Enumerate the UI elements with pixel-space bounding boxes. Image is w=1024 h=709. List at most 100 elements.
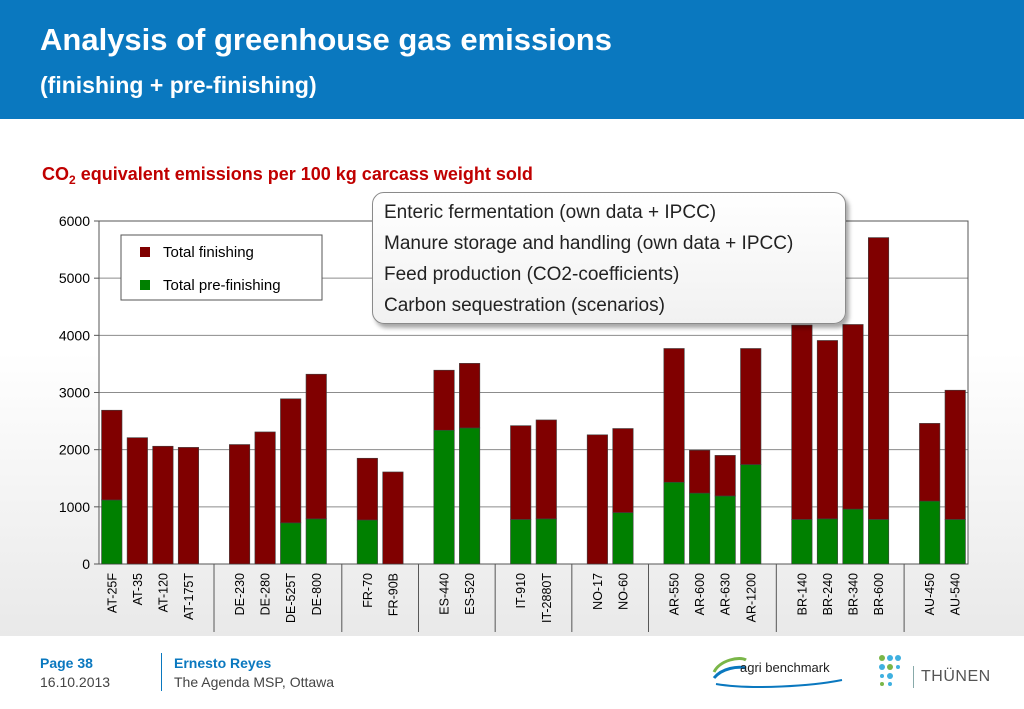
- title-banner: Analysis of greenhouse gas emissions (fi…: [0, 0, 1024, 119]
- callout-line: Carbon sequestration (scenarios): [384, 295, 665, 316]
- presenter-name: Ernesto Reyes: [174, 655, 272, 671]
- x-tick-label: FR-70: [361, 573, 375, 608]
- x-tick-label: NO-17: [591, 573, 605, 610]
- x-tick-label: BR-140: [795, 573, 809, 615]
- callout-line: Enteric fermentation (own data + IPCC): [384, 202, 717, 223]
- bar-finishing: [842, 324, 864, 510]
- y-tick-label: 6000: [59, 213, 90, 229]
- bar-finishing: [254, 431, 276, 565]
- bar-pre-finishing: [791, 519, 813, 565]
- bar-finishing: [433, 369, 455, 431]
- bar-finishing: [101, 409, 123, 501]
- bar-pre-finishing: [816, 518, 838, 565]
- bar-finishing: [510, 425, 532, 520]
- chart-title-rest: equivalent emissions per 100 kg carcass …: [75, 164, 533, 184]
- x-tick-label: ES-520: [463, 573, 477, 615]
- thuenen-logo-text: THÜNEN: [921, 668, 991, 685]
- chart-title-main: CO: [42, 164, 69, 184]
- x-tick-label: DE-230: [233, 573, 247, 615]
- bar-pre-finishing: [714, 495, 736, 565]
- x-tick-label: IT-2880T: [540, 573, 554, 623]
- bar-finishing: [280, 398, 302, 524]
- x-tick-label: AU-540: [949, 573, 963, 615]
- agri-benchmark-logo-icon: [712, 657, 843, 688]
- bar-pre-finishing: [689, 492, 711, 565]
- x-tick-label: BR-240: [821, 573, 835, 615]
- x-tick-label: AR-550: [668, 573, 682, 615]
- slide-footer: [0, 636, 1024, 709]
- bar-pre-finishing: [433, 429, 455, 565]
- y-tick-label: 2000: [59, 442, 90, 458]
- x-tick-label: AT-175T: [182, 573, 196, 620]
- bar-finishing: [791, 324, 813, 520]
- bar-pre-finishing: [868, 519, 890, 565]
- x-tick-label: FR-90B: [386, 573, 400, 616]
- y-tick-label: 0: [82, 556, 90, 572]
- x-tick-label: DE-525T: [284, 573, 298, 623]
- bar-pre-finishing: [663, 481, 685, 565]
- x-tick-label: AU-450: [923, 573, 937, 615]
- bar-finishing: [382, 471, 404, 565]
- bar-finishing: [356, 457, 378, 521]
- bar-finishing: [868, 237, 890, 520]
- footer-divider: [161, 653, 162, 691]
- bar-pre-finishing: [510, 519, 532, 565]
- bar-finishing: [305, 373, 327, 520]
- y-tick-label: 5000: [59, 270, 90, 286]
- slide-date: 16.10.2013: [40, 674, 111, 690]
- bar-finishing: [535, 419, 557, 520]
- bar-finishing: [944, 389, 966, 520]
- y-tick-label: 3000: [59, 385, 90, 401]
- x-tick-label: IT-910: [514, 573, 528, 608]
- x-tick-label: AT-120: [156, 573, 170, 612]
- bar-pre-finishing: [944, 519, 966, 565]
- x-tick-label: AR-600: [693, 573, 707, 615]
- x-tick-label: BR-340: [846, 573, 860, 615]
- bar-finishing: [816, 340, 838, 520]
- chart-title-subscript: 2: [69, 173, 76, 187]
- x-tick-label: AT-25F: [105, 573, 119, 613]
- slide-title: Analysis of greenhouse gas emissions: [40, 22, 612, 57]
- chart-title: CO2 equivalent emissions per 100 kg carc…: [42, 164, 533, 187]
- x-tick-label: DE-280: [259, 573, 273, 615]
- bar-pre-finishing: [356, 519, 378, 565]
- x-tick-label: BR-600: [872, 573, 886, 615]
- bar-finishing: [586, 434, 608, 565]
- bar-pre-finishing: [459, 427, 481, 565]
- bar-finishing: [919, 423, 941, 502]
- bar-finishing: [612, 428, 634, 513]
- callout-line: Feed production (CO2-coefficients): [384, 264, 680, 285]
- bar-pre-finishing: [280, 522, 302, 565]
- y-tick-label: 4000: [59, 327, 90, 343]
- bar-pre-finishing: [101, 499, 123, 565]
- legend-swatch-finishing: [140, 247, 150, 257]
- bar-finishing: [714, 455, 736, 497]
- bar-pre-finishing: [612, 512, 634, 565]
- legend-box: [120, 234, 323, 301]
- thuenen-logo-divider: [913, 666, 914, 688]
- event-name: The Agenda MSP, Ottawa: [174, 674, 335, 690]
- bar-finishing: [740, 348, 762, 465]
- bar-pre-finishing: [535, 518, 557, 565]
- bar-finishing: [152, 445, 174, 565]
- bar-finishing: [663, 348, 685, 483]
- legend-swatch-pre-finishing: [140, 280, 150, 290]
- bar-finishing: [459, 363, 481, 429]
- legend-label-pre-finishing: Total pre-finishing: [163, 277, 281, 294]
- x-tick-label: AR-630: [719, 573, 733, 615]
- bar-pre-finishing: [842, 508, 864, 565]
- bar-pre-finishing: [919, 500, 941, 565]
- bar-pre-finishing: [305, 518, 327, 565]
- bar-finishing: [177, 447, 199, 565]
- y-tick-label: 1000: [59, 499, 90, 515]
- callout-line: Manure storage and handling (own data + …: [384, 233, 794, 254]
- x-tick-label: AT-35: [131, 573, 145, 605]
- bar-finishing: [229, 444, 251, 565]
- x-tick-label: NO-60: [616, 573, 630, 610]
- x-tick-label: AR-1200: [744, 573, 758, 622]
- slide-subtitle: (finishing + pre-finishing): [40, 72, 317, 98]
- thuenen-logo-icon: [879, 655, 901, 686]
- x-tick-label: ES-440: [438, 573, 452, 615]
- methodology-callout: Enteric fermentation (own data + IPCC) M…: [372, 192, 846, 324]
- x-tick-label: DE-800: [310, 573, 324, 615]
